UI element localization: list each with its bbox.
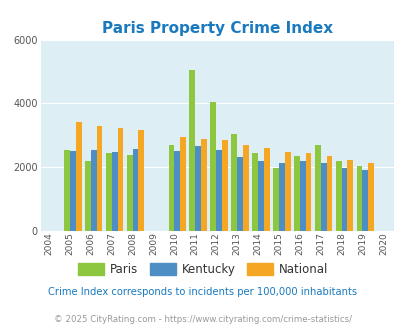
- Bar: [367, 163, 373, 231]
- Bar: [314, 145, 320, 231]
- Bar: [180, 137, 185, 231]
- Bar: [174, 150, 180, 231]
- Bar: [335, 161, 341, 231]
- Bar: [75, 122, 81, 231]
- Bar: [284, 151, 290, 231]
- Bar: [200, 140, 207, 231]
- Bar: [293, 156, 299, 231]
- Bar: [215, 150, 222, 231]
- Title: Paris Property Crime Index: Paris Property Crime Index: [101, 21, 332, 36]
- Text: © 2025 CityRating.com - https://www.cityrating.com/crime-statistics/: © 2025 CityRating.com - https://www.city…: [54, 315, 351, 324]
- Bar: [106, 153, 111, 231]
- Bar: [237, 157, 242, 231]
- Bar: [356, 166, 362, 231]
- Bar: [222, 140, 227, 231]
- Bar: [96, 126, 102, 231]
- Bar: [64, 150, 70, 231]
- Legend: Paris, Kentucky, National: Paris, Kentucky, National: [73, 258, 332, 281]
- Bar: [362, 170, 367, 231]
- Bar: [189, 70, 195, 231]
- Bar: [341, 168, 347, 231]
- Bar: [252, 153, 257, 231]
- Bar: [126, 155, 132, 231]
- Bar: [305, 153, 311, 231]
- Bar: [299, 161, 305, 231]
- Bar: [320, 163, 326, 231]
- Bar: [117, 128, 123, 231]
- Bar: [230, 134, 237, 231]
- Bar: [85, 161, 91, 231]
- Bar: [326, 156, 332, 231]
- Bar: [242, 145, 248, 231]
- Bar: [278, 163, 284, 231]
- Bar: [138, 130, 144, 231]
- Bar: [195, 146, 200, 231]
- Bar: [257, 161, 263, 231]
- Bar: [347, 160, 352, 231]
- Bar: [111, 152, 117, 231]
- Bar: [263, 148, 269, 231]
- Bar: [272, 168, 278, 231]
- Bar: [70, 150, 75, 231]
- Bar: [132, 149, 138, 231]
- Text: Crime Index corresponds to incidents per 100,000 inhabitants: Crime Index corresponds to incidents per…: [48, 287, 357, 297]
- Bar: [210, 102, 215, 231]
- Bar: [91, 150, 96, 231]
- Bar: [168, 145, 174, 231]
